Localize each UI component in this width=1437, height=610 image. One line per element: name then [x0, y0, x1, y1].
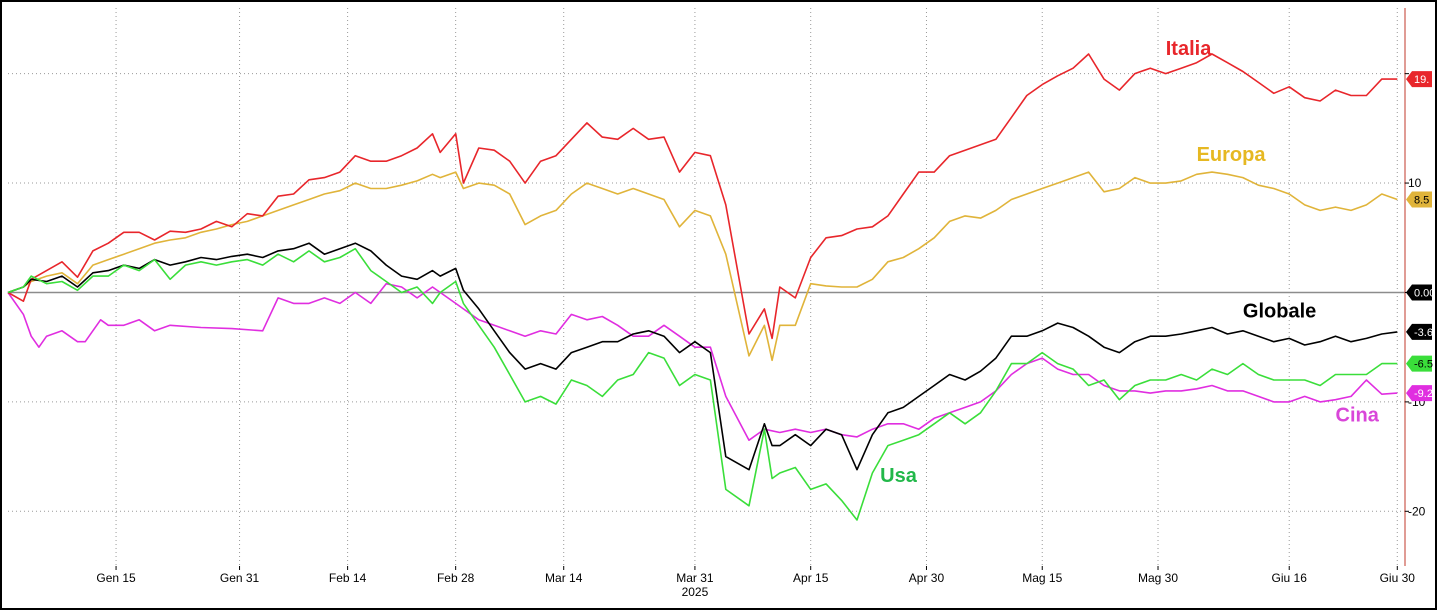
value-tag-label: -6.5 [1414, 359, 1433, 371]
x-tick-label: Giu 30 [1380, 571, 1416, 585]
value-tag-label: -9.2 [1414, 388, 1433, 400]
y-tick-label: 10 [1408, 176, 1422, 190]
series-label-italia: Italia [1166, 38, 1212, 60]
value-tag-cina [1406, 385, 1432, 402]
y-tick-label: -20 [1408, 504, 1426, 518]
series-line-globale [7, 242, 1398, 471]
series-line-usa [7, 247, 1398, 521]
x-tick-label: Giu 16 [1272, 571, 1308, 585]
value-tag-label: -3.6 [1414, 327, 1433, 339]
series-layer [7, 53, 1398, 521]
value-tag-zero [1406, 284, 1432, 301]
x-tick-label: Mag 15 [1022, 571, 1062, 585]
series-label-globale: Globale [1243, 301, 1316, 323]
value-tag-usa [1406, 355, 1432, 372]
value-tag-italia [1406, 71, 1432, 88]
x-tick-label: Feb 14 [329, 571, 367, 585]
value-tag-europa [1406, 191, 1432, 208]
gridlines [8, 8, 1405, 566]
series-label-europa: Europa [1197, 144, 1267, 166]
series-line-europa [7, 171, 1398, 362]
x-tick-label: Mar 31 [676, 571, 714, 585]
x-axis-ticks: Gen 15 Gen 31 Feb 14 Feb 28 Mar 14 Mar 31 Apr … [96, 566, 1415, 585]
value-tag-label: 8.5 [1414, 194, 1429, 206]
x-tick-label: Apr 15 [793, 571, 829, 585]
value-tag-globale [1406, 323, 1432, 340]
series-line-italia [7, 53, 1398, 340]
last-value-tags: 19. 8.5 0.00 -3.6 -6.5 -9.2 [1406, 71, 1435, 402]
value-tag-label: 0.00 [1414, 287, 1435, 299]
x-tick-label: Mag 30 [1138, 571, 1178, 585]
x-tick-label: Apr 30 [909, 571, 945, 585]
x-axis-label: 2025 [682, 585, 709, 599]
series-label-cina: Cina [1336, 405, 1380, 427]
x-tick-label: Feb 28 [437, 571, 475, 585]
series-label-usa: Usa [880, 465, 918, 487]
x-tick-label: Gen 31 [220, 571, 260, 585]
series-labels: Italia Europa Globale Cina Usa [880, 38, 1380, 487]
x-tick-label: Gen 15 [96, 571, 136, 585]
x-tick-label: Mar 14 [545, 571, 583, 585]
series-line-cina [7, 282, 1398, 442]
value-tag-label: 19. [1414, 74, 1429, 86]
